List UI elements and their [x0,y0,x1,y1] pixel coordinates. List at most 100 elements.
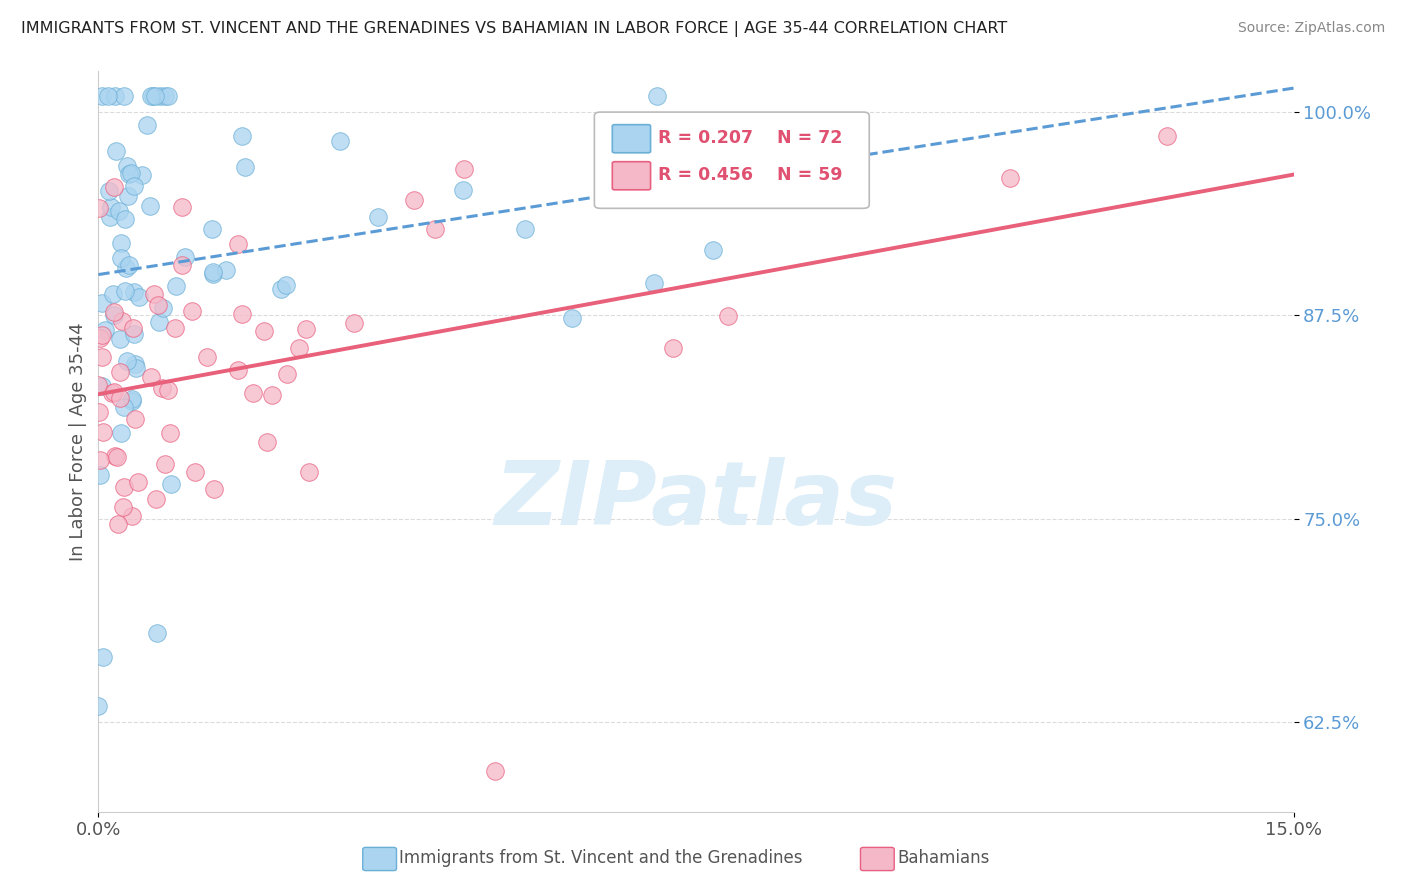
Point [484,764,506,778]
Point [152,301,174,316]
Point [256,435,278,450]
Point [110,391,132,405]
Point [110,425,132,440]
Point [159,477,181,491]
Point [87,405,110,419]
Point [112,400,135,414]
Point [202,267,225,281]
Point [662,341,685,355]
Point [270,281,292,295]
Point [90,327,112,342]
Point [124,357,146,371]
Point [101,385,124,400]
Point [91,296,114,310]
Point [215,263,238,277]
Text: IMMIGRANTS FROM ST. VINCENT AND THE GRENADINES VS BAHAMIAN IN LABOR FORCE | AGE : IMMIGRANTS FROM ST. VINCENT AND THE GREN… [21,21,1007,37]
Point [112,88,135,103]
Point [717,309,740,323]
Point [122,327,145,342]
Point [184,465,207,479]
Point [103,180,125,194]
Point [235,160,257,174]
Point [202,482,225,496]
Point [91,650,114,665]
Point [115,261,138,276]
Point [149,88,172,103]
Point [98,210,121,224]
FancyBboxPatch shape [613,125,651,153]
Point [104,449,127,463]
Point [114,212,136,227]
Point [295,322,318,336]
Point [180,303,202,318]
Point [125,360,148,375]
Point [174,250,197,264]
Point [98,184,121,198]
Point [121,394,143,409]
Point [170,258,193,272]
Point [122,285,145,299]
Point [110,236,132,251]
Point [156,383,179,397]
Point [274,278,297,293]
Point [127,475,149,489]
Point [157,88,180,103]
Point [262,387,284,401]
Point [117,189,139,203]
Point [226,362,249,376]
Point [138,199,160,213]
Point [104,88,127,103]
Point [89,453,111,467]
Point [202,265,225,279]
Point [108,332,131,346]
Text: Bahamians: Bahamians [897,849,990,867]
Point [288,341,311,355]
Point [146,625,169,640]
Point [105,450,128,464]
Point [404,194,426,208]
Point [97,88,120,103]
Point [117,167,139,181]
Point [645,88,668,103]
Point [87,201,110,215]
Point [115,159,138,173]
Point [643,276,665,290]
Point [513,221,536,235]
Point [702,243,724,257]
Point [122,179,145,194]
Point [89,468,111,483]
Point [343,316,366,330]
Point [146,298,169,312]
Point [103,308,125,322]
Point [90,88,112,103]
Point [231,129,253,144]
Point [142,88,165,103]
Point [706,135,728,149]
Point [121,392,143,407]
Point [91,379,114,393]
Point [124,412,146,426]
Point [153,457,176,471]
Point [253,324,276,338]
Point [87,698,110,713]
Point [226,237,249,252]
Text: R = 0.207    N = 72: R = 0.207 N = 72 [658,129,842,147]
Point [87,377,110,392]
Point [195,350,218,364]
Point [145,88,167,103]
Point [367,210,389,224]
Point [141,88,163,103]
Y-axis label: In Labor Force | Age 35-44: In Labor Force | Age 35-44 [69,322,87,561]
Point [139,370,162,384]
Point [103,286,125,301]
Point [148,315,170,329]
Point [121,320,143,334]
Text: Source: ZipAtlas.com: Source: ZipAtlas.com [1237,21,1385,35]
Point [163,321,186,335]
Point [120,166,142,180]
Point [108,365,131,379]
Point [91,350,114,364]
Point [103,384,125,399]
Point [112,500,135,514]
Point [121,509,143,524]
